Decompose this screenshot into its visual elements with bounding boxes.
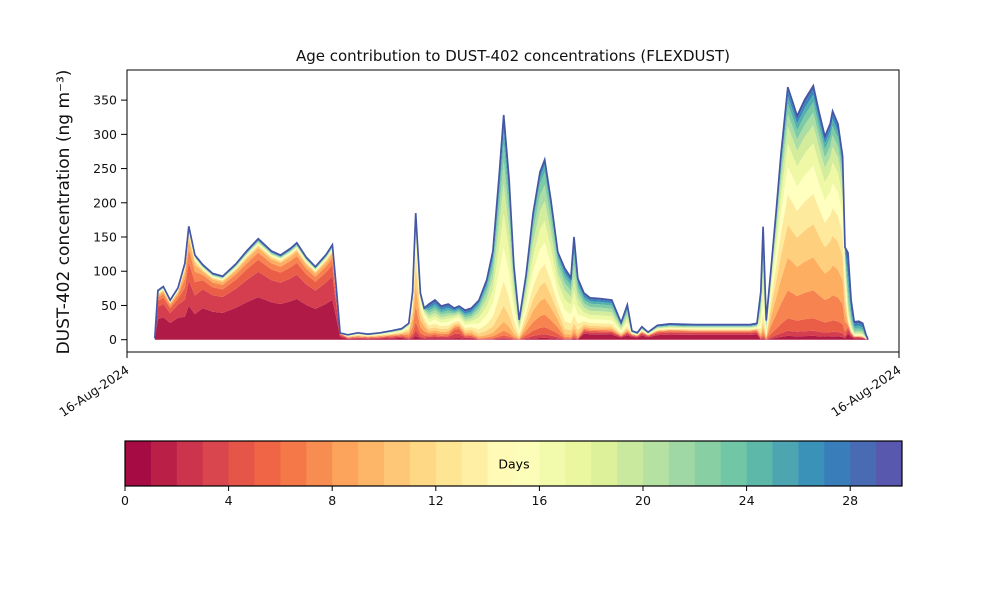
colorbar-segment — [746, 441, 773, 486]
colorbar-segment — [694, 441, 722, 486]
colorbar-segment — [228, 441, 255, 486]
y-tick-label: 200 — [93, 195, 117, 210]
colorbar-segment — [332, 441, 359, 486]
colorbar-segment — [824, 441, 851, 486]
colorbar-segment — [720, 441, 748, 486]
colorbar-tick-label: 28 — [842, 493, 858, 508]
colorbar-segment — [798, 441, 825, 486]
colorbar-segment — [772, 441, 799, 486]
colorbar-segment — [591, 441, 618, 486]
colorbar-segment — [254, 441, 281, 486]
colorbar-segment — [176, 441, 204, 486]
colorbar-tick-label: 24 — [739, 493, 755, 508]
colorbar-segment — [435, 441, 463, 486]
y-tick-label: 300 — [93, 127, 117, 142]
colorbar-tick-label: 0 — [121, 493, 129, 508]
age-layer-12-14days — [154, 193, 869, 340]
colorbar-tick-label: 8 — [328, 493, 336, 508]
age-layer-8-10days — [154, 239, 869, 340]
chart-title: Age contribution to DUST-402 concentrati… — [295, 47, 731, 65]
y-tick-label: 100 — [93, 264, 117, 279]
plot-frame — [126, 69, 900, 353]
colorbar-segment — [668, 441, 696, 486]
colorbar-segment — [850, 441, 877, 486]
age-layer-0-2days — [154, 297, 869, 340]
age-layer-4-6days — [154, 259, 869, 340]
colorbar-segment — [539, 441, 566, 486]
colorbar-segment — [643, 441, 670, 486]
colorbar-segment — [306, 441, 333, 486]
colorbar-segment — [280, 441, 307, 486]
colorbar-segment — [202, 441, 230, 486]
y-tick-label: 350 — [93, 93, 117, 108]
colorbar-segment — [358, 441, 385, 486]
age-layer-14-16days — [154, 165, 869, 340]
colorbar-segment — [565, 441, 592, 486]
colorbar-label: Days — [498, 456, 530, 472]
colorbar-tick-label: 16 — [531, 493, 547, 508]
y-tick-label: 150 — [93, 230, 117, 245]
colorbar-segment — [150, 441, 178, 486]
colorbar-segment — [125, 441, 152, 486]
colorbar-border — [124, 440, 903, 487]
colorbar-segment — [617, 441, 644, 486]
colorbar-segment — [409, 441, 437, 486]
y-tick-label: 0 — [109, 332, 117, 347]
colorbar-tick-label: 20 — [635, 493, 651, 508]
colorbar-segment — [513, 441, 540, 486]
y-tick-label: 250 — [93, 161, 117, 176]
y-tick-label: 50 — [101, 298, 117, 313]
stack-envelope — [153, 83, 869, 341]
colorbar-segment — [384, 441, 411, 486]
colorbar-segment — [876, 441, 903, 486]
colorbar-segment — [487, 441, 514, 486]
colorbar-segment — [461, 441, 489, 486]
age-layer-2-4days — [154, 271, 869, 340]
colorbar-tick-label: 4 — [225, 493, 233, 508]
colorbar-tick-label: 12 — [428, 493, 444, 508]
